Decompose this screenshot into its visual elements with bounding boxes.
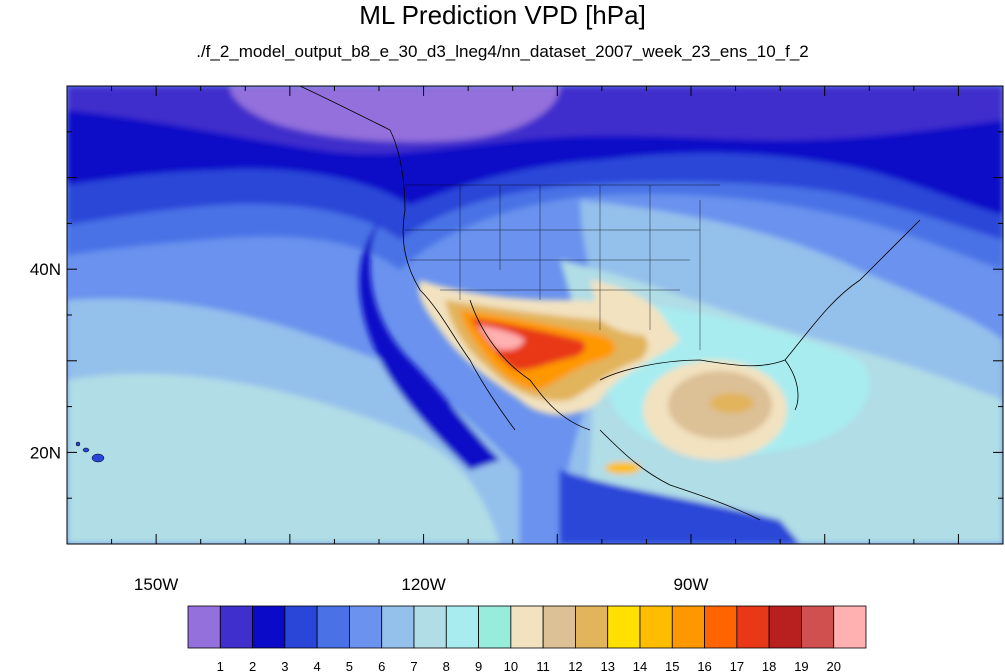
colorbar-label: 1 xyxy=(217,659,224,672)
colorbar-label: 9 xyxy=(475,659,482,672)
colorbar-label: 14 xyxy=(633,659,647,672)
colorbar-label: 10 xyxy=(504,659,518,672)
colorbar-label: 6 xyxy=(378,659,385,672)
colorbar-label: 16 xyxy=(697,659,711,672)
colorbar-label: 3 xyxy=(281,659,288,672)
boundary-states-vertical xyxy=(459,185,701,350)
colorbar-label: 18 xyxy=(762,659,776,672)
colorbar-swatch xyxy=(252,605,286,649)
coastline-gulf xyxy=(599,359,799,411)
colorbar-swatch xyxy=(639,605,673,649)
lon-tick-label: 90W xyxy=(674,575,709,594)
colorbar-label: 19 xyxy=(794,659,808,672)
vpd-band-3-coast xyxy=(359,220,500,470)
colorbar-label: 4 xyxy=(314,659,321,672)
vpd-band-15-mexico xyxy=(605,462,641,474)
coastline-west xyxy=(299,86,516,431)
colorbar-label: 5 xyxy=(346,659,353,672)
chart-subtitle: ./f_2_model_output_b8_e_30_d3_lneg4/nn_d… xyxy=(196,42,809,61)
colorbar-swatch xyxy=(575,605,609,649)
chart-title: ML Prediction VPD [hPa] xyxy=(359,0,646,30)
colorbar-swatch xyxy=(510,605,544,649)
colorbar-label: 11 xyxy=(536,659,550,672)
colorbar-swatch xyxy=(349,605,383,649)
colorbar-swatch xyxy=(445,605,479,649)
coastlines xyxy=(299,86,921,521)
state-boundaries xyxy=(405,184,720,350)
colorbar-label: 7 xyxy=(410,659,417,672)
lat-tick-label: 20N xyxy=(30,443,61,462)
vpd-band-20-core xyxy=(478,325,525,350)
vpd-band-1-alaska xyxy=(230,86,560,142)
colorbar-label: 15 xyxy=(665,659,679,672)
colorbar-label: 20 xyxy=(826,659,840,672)
colorbar-label: 2 xyxy=(249,659,256,672)
vpd-band-13-gulf-blob xyxy=(710,393,754,413)
colorbar-label: 8 xyxy=(443,659,450,672)
coastline-atlantic xyxy=(784,219,921,361)
colorbar-swatch xyxy=(413,605,447,649)
hawaii-islands xyxy=(75,441,105,463)
lon-tick-label: 120W xyxy=(401,575,445,594)
colorbar-swatch xyxy=(704,605,738,649)
colorbar-swatch xyxy=(607,605,641,649)
colorbar-label: 17 xyxy=(730,659,744,672)
vpd-band-4-central-america xyxy=(560,470,800,544)
colorbar-swatch xyxy=(219,605,253,649)
colorbar-swatch xyxy=(542,605,576,649)
lon-tick-label: 150W xyxy=(134,575,178,594)
colorbar-swatch xyxy=(478,605,512,649)
vpd-field xyxy=(67,86,1003,544)
colorbar-swatch xyxy=(801,605,835,649)
coastline-baja xyxy=(469,299,591,431)
colorbar-swatch xyxy=(671,605,705,649)
vpd-band-8-pacific xyxy=(67,373,500,544)
axis-ticks: 150W 120W 90W 40N 20N xyxy=(30,85,1004,594)
lat-tick-label: 40N xyxy=(30,260,61,279)
colorbar: 1 2 3 4 5 6 7 8 9 10 11 12 13 14 15 16 17 18 19 20 xyxy=(187,605,867,672)
colorbar-swatch xyxy=(316,605,350,649)
colorbar-label: 13 xyxy=(600,659,614,672)
colorbar-swatch xyxy=(284,605,318,649)
colorbar-label: 12 xyxy=(568,659,582,672)
boundary-states-horizontal xyxy=(405,229,700,291)
colorbar-swatch xyxy=(768,605,802,649)
colorbar-swatch xyxy=(833,605,867,649)
colorbar-swatch xyxy=(736,605,770,649)
coastline-central-america xyxy=(599,429,761,521)
colorbar-swatch xyxy=(381,605,415,649)
colorbar-swatch xyxy=(187,605,221,649)
